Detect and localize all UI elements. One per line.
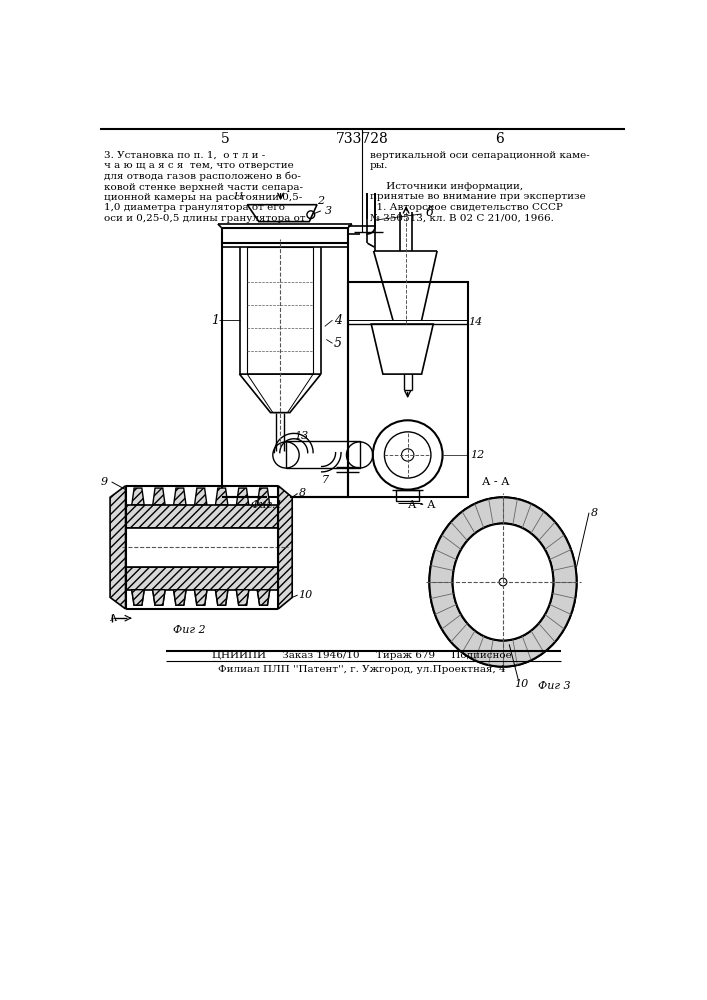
Polygon shape xyxy=(216,590,228,605)
Text: А - А: А - А xyxy=(408,500,436,510)
Text: Фиг.1: Фиг.1 xyxy=(250,500,283,510)
Polygon shape xyxy=(126,567,279,590)
Polygon shape xyxy=(257,590,270,605)
Text: ЦНИИПИ     Заказ 1946/10     Тираж 679     Подписное: ЦНИИПИ Заказ 1946/10 Тираж 679 Подписное xyxy=(212,651,512,660)
Polygon shape xyxy=(153,488,165,505)
Bar xyxy=(286,441,360,468)
Text: А - А: А - А xyxy=(481,477,509,487)
Bar xyxy=(396,490,419,501)
Text: 6: 6 xyxy=(426,206,433,219)
Polygon shape xyxy=(279,486,292,609)
Polygon shape xyxy=(257,590,270,605)
Text: 11: 11 xyxy=(233,192,245,201)
Polygon shape xyxy=(126,505,279,528)
Polygon shape xyxy=(194,590,207,605)
Text: 9: 9 xyxy=(100,477,107,487)
Text: 5: 5 xyxy=(221,132,230,146)
Polygon shape xyxy=(236,590,249,605)
Text: Филиал ПЛП ''Патент'', г. Ужгород, ул.Проектная, 4: Филиал ПЛП ''Патент'', г. Ужгород, ул.Пр… xyxy=(218,665,506,674)
Ellipse shape xyxy=(452,523,554,641)
Polygon shape xyxy=(174,590,186,605)
Polygon shape xyxy=(194,590,207,605)
Polygon shape xyxy=(257,488,270,505)
Text: 8: 8 xyxy=(298,488,305,498)
Text: 1: 1 xyxy=(211,314,218,327)
Text: вертикальной оси сепарационной каме-
ры.

     Источники информации,
принятые во: вертикальной оси сепарационной каме- ры.… xyxy=(370,151,590,222)
Polygon shape xyxy=(174,590,186,605)
Bar xyxy=(348,282,468,497)
Text: 2: 2 xyxy=(317,196,324,206)
Text: 3. Установка по п. 1,  о т л и -
ч а ю щ а я с я  тем, что отверстие
для отвода : 3. Установка по п. 1, о т л и - ч а ю щ … xyxy=(104,151,305,223)
Text: 13: 13 xyxy=(294,431,309,441)
Polygon shape xyxy=(153,590,165,605)
Polygon shape xyxy=(132,590,144,605)
Text: 5: 5 xyxy=(334,337,342,350)
Ellipse shape xyxy=(429,497,577,667)
Text: 12: 12 xyxy=(470,450,485,460)
Polygon shape xyxy=(194,488,207,505)
Text: 4: 4 xyxy=(334,314,342,327)
Polygon shape xyxy=(153,590,165,605)
Text: 10: 10 xyxy=(515,679,529,689)
Text: 7: 7 xyxy=(322,475,329,485)
Polygon shape xyxy=(110,486,126,609)
Text: A: A xyxy=(109,614,116,623)
Bar xyxy=(222,243,348,497)
Text: 3: 3 xyxy=(325,206,332,216)
Text: 733728: 733728 xyxy=(336,132,388,146)
Polygon shape xyxy=(216,590,228,605)
Polygon shape xyxy=(216,488,228,505)
Ellipse shape xyxy=(452,523,554,641)
Text: Фиг 3: Фиг 3 xyxy=(538,681,571,691)
Polygon shape xyxy=(174,488,186,505)
Text: 10: 10 xyxy=(298,590,312,600)
Text: 6: 6 xyxy=(495,132,503,146)
Polygon shape xyxy=(132,590,144,605)
Polygon shape xyxy=(236,488,249,505)
Bar xyxy=(126,528,279,567)
Polygon shape xyxy=(236,590,249,605)
Text: 14: 14 xyxy=(468,317,482,327)
Text: 8: 8 xyxy=(590,508,597,518)
Polygon shape xyxy=(132,488,144,505)
Text: Фиг 2: Фиг 2 xyxy=(173,625,206,635)
